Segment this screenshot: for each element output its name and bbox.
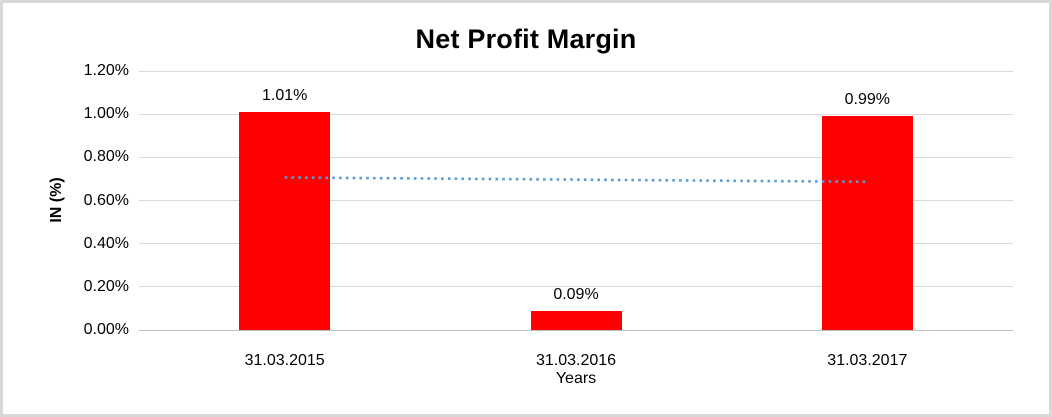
y-axis-title: IN (%) <box>48 177 65 223</box>
bar-value-label: 0.09% <box>553 285 599 303</box>
gridline <box>139 156 1013 158</box>
bar-31.03.2015 <box>239 112 331 330</box>
gridline <box>139 113 1013 115</box>
y-tick-label: 0.80% <box>83 148 129 166</box>
bar-31.03.2016 <box>530 310 622 330</box>
chart-title: Net Profit Margin <box>415 24 637 54</box>
x-tick-label: 31.03.2015 <box>244 352 325 369</box>
gridline <box>139 286 1013 288</box>
gridline <box>139 70 1013 72</box>
y-tick-label: 1.20% <box>83 62 129 79</box>
y-tick-label: 1.00% <box>83 105 129 123</box>
trendline-layer <box>284 176 868 184</box>
gridline <box>139 243 1013 245</box>
bar-value-label: 0.99% <box>844 91 891 109</box>
trendline <box>284 176 868 184</box>
x-tick-label: 31.03.2016 <box>535 352 617 369</box>
x-axis-line <box>139 330 1013 331</box>
y-tick-label: 0.00% <box>83 321 129 338</box>
y-tick-label: 0.20% <box>83 277 129 295</box>
x-tick-label: 31.03.2017 <box>827 352 908 369</box>
x-axis-title: Years <box>555 370 597 387</box>
bar-31.03.2017 <box>821 116 913 330</box>
y-tick-label: 0.60% <box>83 191 129 209</box>
plot-area: 0.00% 0.20% 0.40% 0.60% 0.80% 1.00% 1.20% 1.01… <box>84 62 1013 369</box>
y-tick-label: 0.40% <box>83 234 129 252</box>
gridline <box>139 200 1013 201</box>
bar-value-label: 1.01% <box>261 87 308 105</box>
